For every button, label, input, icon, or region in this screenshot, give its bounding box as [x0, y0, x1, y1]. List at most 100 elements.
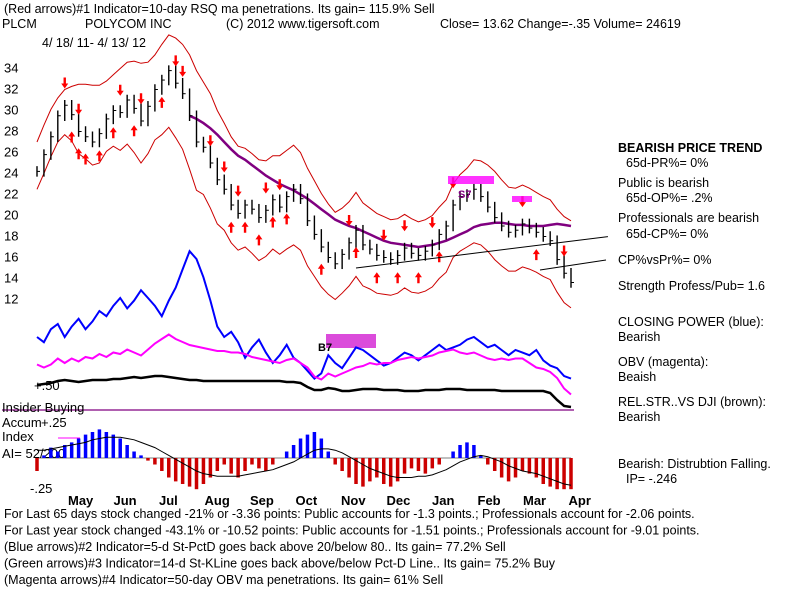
up-arrow-13 — [352, 247, 360, 258]
y-tick-18: 18 — [4, 229, 18, 244]
up-arrow-11 — [283, 213, 291, 225]
right-panel-line-15: IP= -.246 — [626, 472, 677, 486]
footer-lines: For Last 65 days stock changed -21% or -… — [4, 507, 700, 587]
s7-hatch — [448, 176, 494, 184]
footer-line-4: (Magenta arrows)#4 Indicator=50-day OBV … — [4, 573, 443, 587]
down-arrow-4 — [172, 55, 180, 67]
right-panel-line-14: Bearish: Distrubtion Falling. — [618, 457, 771, 471]
down-arrow-7 — [220, 161, 228, 173]
up-arrow-6 — [158, 96, 166, 108]
right-panel-line-5: 65d-CP%= 0% — [626, 227, 708, 241]
down-arrow-3 — [137, 93, 145, 105]
s7-label: S7 — [458, 189, 471, 201]
down-arrow-8 — [234, 185, 242, 197]
down-arrow-5 — [179, 65, 187, 77]
y-tick-24: 24 — [4, 166, 18, 181]
rel-str-path — [36, 374, 572, 409]
down-arrow-17 — [560, 245, 568, 257]
up-arrow-17 — [435, 251, 443, 263]
up-arrow-10 — [269, 216, 277, 228]
right-panel-line-7: Strength Profess/Pub= 1.6 — [618, 279, 765, 293]
b7-label: B7 — [318, 342, 332, 354]
up-arrow-7 — [227, 221, 235, 233]
y-tick-16: 16 — [4, 250, 18, 265]
y-tick-28: 28 — [4, 124, 18, 139]
s7-hatch-2 — [512, 196, 532, 202]
up-arrow-0 — [68, 131, 76, 143]
up-arrow-4 — [109, 127, 117, 139]
y-tick-32: 32 — [4, 82, 18, 97]
closing-power-path — [36, 249, 572, 380]
y-tick-20: 20 — [4, 208, 18, 223]
right-panel-line-6: CP%vsPr%= 0% — [618, 253, 711, 267]
month-dec: Dec — [387, 493, 411, 508]
right-panel-line-0: BEARISH PRICE TREND — [618, 141, 762, 155]
down-arrow-0 — [61, 77, 69, 89]
up-arrow-1 — [75, 148, 83, 160]
month-sep: Sep — [250, 493, 274, 508]
down-arrow-14 — [428, 217, 436, 229]
accum-ma-path — [37, 436, 572, 486]
month-nov: Nov — [341, 493, 366, 508]
trend-channel-line — [355, 236, 608, 269]
y-tick-30: 30 — [4, 103, 18, 118]
header-symbol: PLCM — [2, 17, 37, 31]
y-tick-22: 22 — [4, 187, 18, 202]
up-arrow-8 — [241, 221, 249, 233]
right-panel-line-13: Bearish — [618, 410, 660, 424]
header-date-range: 4/ 18/ 11- 4/ 13/ 12 — [42, 36, 146, 50]
right-panel-line-8: CLOSING POWER (blue): — [618, 315, 764, 329]
up-arrow-12 — [317, 263, 325, 275]
indicator-lines — [36, 249, 572, 409]
right-panel-line-9: Bearish — [618, 330, 660, 344]
ma50-line — [189, 114, 572, 249]
up-arrow-3 — [95, 150, 103, 162]
down-arrow-6 — [206, 135, 214, 147]
up-arrow-15 — [394, 272, 402, 284]
lower-band — [36, 126, 572, 309]
header-indicator-1: (Red arrows)#1 Indicator=10-day RSQ ma p… — [4, 2, 435, 16]
up-arrow-9 — [255, 234, 263, 246]
s7-signal: S7 — [448, 176, 532, 202]
up-arrow-16 — [414, 272, 422, 284]
y-tick-34: 34 — [4, 61, 18, 76]
down-arrow-2 — [116, 84, 124, 96]
y-tick-14: 14 — [4, 271, 18, 286]
month-jan: Jan — [432, 493, 454, 508]
down-arrow-1 — [75, 103, 83, 115]
month-feb: Feb — [478, 493, 501, 508]
plus25-label: +.25 — [41, 415, 67, 430]
minus25-label: -.25 — [30, 481, 52, 496]
month-jun: Jun — [114, 493, 137, 508]
index-label: Index — [2, 429, 34, 444]
footer-line-1: For Last year stock changed -43.1% or -1… — [4, 524, 700, 538]
footer-line-2: (Blue arrows)#2 Indicator=5-d St-PctD go… — [4, 540, 506, 554]
y-tick-26: 26 — [4, 145, 18, 160]
cp-vs-pr-pointer — [539, 259, 607, 271]
accumulation-index — [35, 429, 573, 490]
month-aug: Aug — [205, 493, 230, 508]
header-copyright: (C) 2012 www.tigersoft.com — [226, 17, 380, 31]
right-panel-line-2: Public is bearish — [618, 176, 709, 190]
insider-buying-label: Insider Buying — [2, 400, 84, 415]
right-panel-line-3: 65d-OP%= .2% — [626, 191, 713, 205]
header-company: POLYCOM INC — [85, 17, 172, 31]
right-panel-line-12: REL.STR..VS DJI (brown): — [618, 395, 766, 409]
accum-label: Accum — [2, 415, 42, 430]
down-arrow-9 — [262, 182, 270, 194]
month-oct: Oct — [296, 493, 318, 508]
up-arrow-14 — [373, 272, 381, 284]
footer-line-3: (Green arrows)#3 Indicator=14-d St-KLine… — [4, 557, 556, 571]
up-arrow-2 — [82, 153, 90, 165]
b7-signal: B7 — [318, 334, 376, 354]
month-mar: Mar — [523, 493, 546, 508]
month-apr: Apr — [569, 493, 591, 508]
down-arrow-11 — [345, 215, 353, 226]
b7-hatch — [326, 334, 376, 348]
right-panel-line-4: Professionals are bearish — [618, 211, 759, 225]
ma50-path — [189, 114, 572, 249]
month-jul: Jul — [159, 493, 178, 508]
obv-path — [36, 333, 572, 396]
